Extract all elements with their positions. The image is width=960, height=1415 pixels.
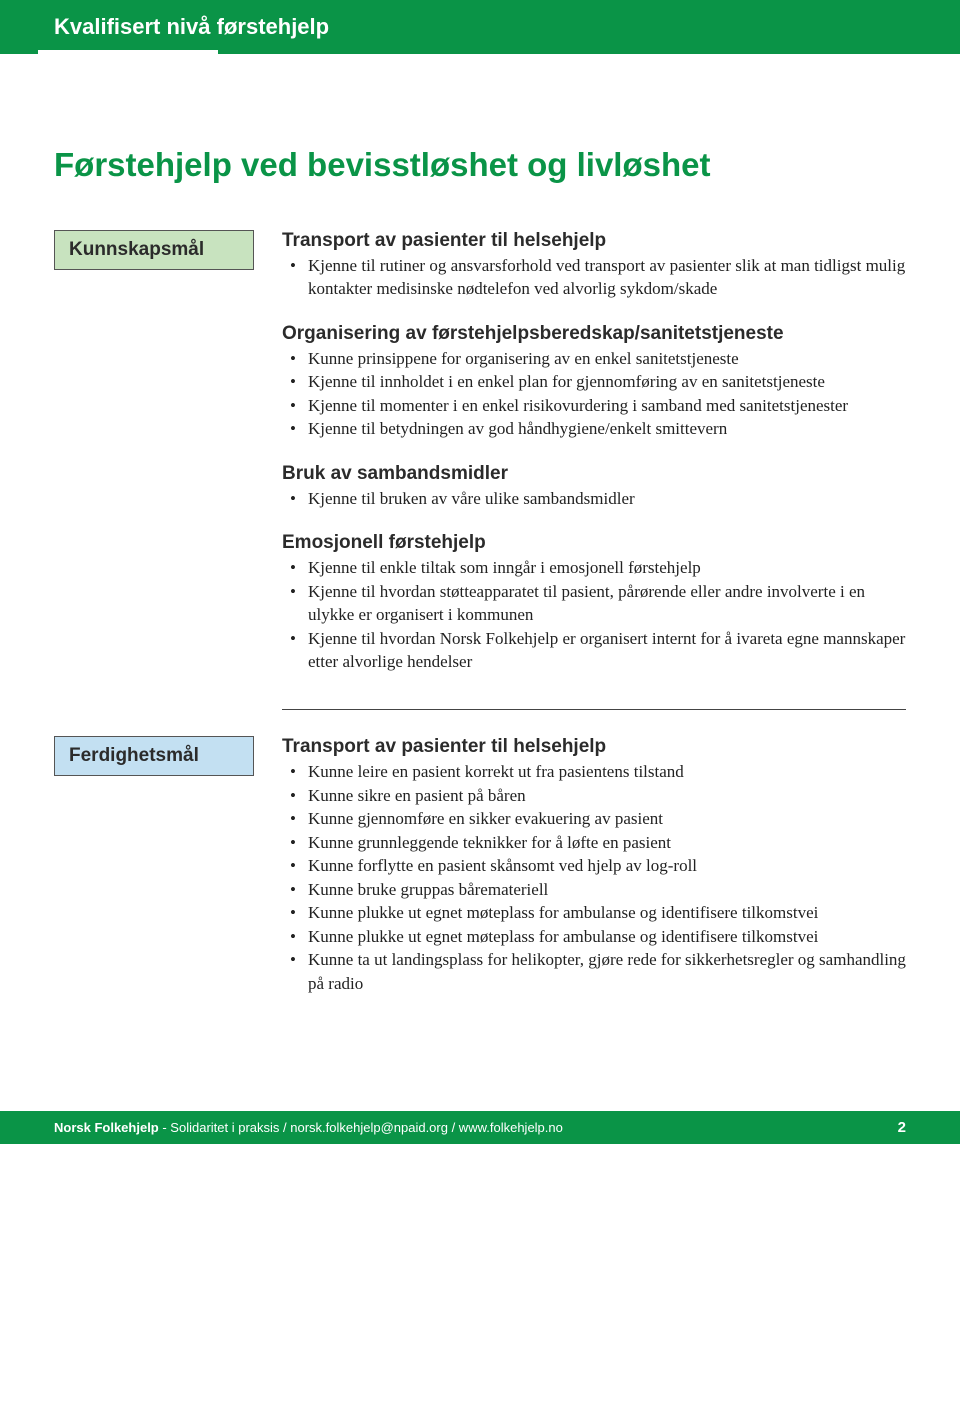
list-item: Kunne prinsippene for organisering av en… bbox=[282, 347, 906, 370]
k-s3-list: Kjenne til bruken av våre ulike sambands… bbox=[282, 487, 906, 510]
list-item: Kjenne til enkle tiltak som inngår i emo… bbox=[282, 556, 906, 579]
divider bbox=[282, 709, 906, 710]
list-item: Kunne gjennomføre en sikker evakuering a… bbox=[282, 807, 906, 830]
header-title: Kvalifisert nivå førstehjelp bbox=[54, 14, 329, 39]
page-title: Førstehjelp ved bevisstløshet og livløsh… bbox=[54, 146, 906, 184]
skills-row: Ferdighetsmål Transport av pasienter til… bbox=[54, 736, 906, 995]
list-item: Kunne grunnleggende teknikker for å løft… bbox=[282, 831, 906, 854]
list-item: Kunne plukke ut egnet møteplass for ambu… bbox=[282, 901, 906, 924]
list-item: Kunne plukke ut egnet møteplass for ambu… bbox=[282, 925, 906, 948]
list-item: Kjenne til hvordan Norsk Folkehjelp er o… bbox=[282, 627, 906, 674]
list-item: Kjenne til betydningen av god håndhygien… bbox=[282, 417, 906, 440]
list-item: Kjenne til innholdet i en enkel plan for… bbox=[282, 370, 906, 393]
list-item: Kunne leire en pasient korrekt ut fra pa… bbox=[282, 760, 906, 783]
list-item: Kunne ta ut landingsplass for helikopter… bbox=[282, 948, 906, 995]
list-item: Kjenne til rutiner og ansvarsforhold ved… bbox=[282, 254, 906, 301]
s-s1-list: Kunne leire en pasient korrekt ut fra pa… bbox=[282, 760, 906, 995]
footer-left: Norsk Folkehjelp - Solidaritet i praksis… bbox=[54, 1120, 563, 1135]
list-item: Kjenne til momenter i en enkel risikovur… bbox=[282, 394, 906, 417]
list-item: Kunne forflytte en pasient skånsomt ved … bbox=[282, 854, 906, 877]
page-body: Førstehjelp ved bevisstløshet og livløsh… bbox=[0, 82, 960, 1111]
k-s1-heading: Transport av pasienter til helsehjelp bbox=[282, 230, 906, 252]
s-s1-heading: Transport av pasienter til helsehjelp bbox=[282, 736, 906, 758]
k-s1-list: Kjenne til rutiner og ansvarsforhold ved… bbox=[282, 254, 906, 301]
footer-org: Norsk Folkehjelp bbox=[54, 1120, 159, 1135]
k-s4-heading: Emosjonell førstehjelp bbox=[282, 532, 906, 554]
list-item: Kunne sikre en pasient på båren bbox=[282, 784, 906, 807]
knowledge-content: Transport av pasienter til helsehjelp Kj… bbox=[254, 230, 906, 673]
header-tab bbox=[38, 50, 218, 82]
knowledge-label: Kunnskapsmål bbox=[54, 230, 254, 270]
skills-label: Ferdighetsmål bbox=[54, 736, 254, 776]
list-item: Kjenne til hvordan støtteapparatet til p… bbox=[282, 580, 906, 627]
header-bar: Kvalifisert nivå førstehjelp bbox=[0, 0, 960, 54]
k-s4-list: Kjenne til enkle tiltak som inngår i emo… bbox=[282, 556, 906, 673]
k-s2-list: Kunne prinsippene for organisering av en… bbox=[282, 347, 906, 441]
skills-content: Transport av pasienter til helsehjelp Ku… bbox=[254, 736, 906, 995]
footer: Norsk Folkehjelp - Solidaritet i praksis… bbox=[0, 1111, 960, 1144]
list-item: Kjenne til bruken av våre ulike sambands… bbox=[282, 487, 906, 510]
footer-page: 2 bbox=[898, 1119, 906, 1136]
knowledge-row: Kunnskapsmål Transport av pasienter til … bbox=[54, 230, 906, 673]
footer-tag: - Solidaritet i praksis / norsk.folkehje… bbox=[159, 1120, 563, 1135]
k-s2-heading: Organisering av førstehjelpsberedskap/sa… bbox=[282, 323, 906, 345]
list-item: Kunne bruke gruppas båremateriell bbox=[282, 878, 906, 901]
k-s3-heading: Bruk av sambandsmidler bbox=[282, 463, 906, 485]
